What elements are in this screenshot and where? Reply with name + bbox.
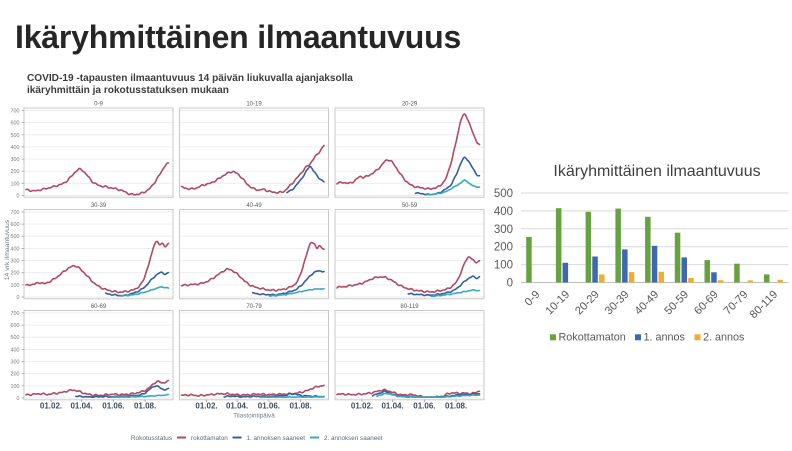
svg-text:30-39: 30-39 xyxy=(603,289,632,318)
svg-text:0-9: 0-9 xyxy=(94,102,103,108)
svg-text:80-119: 80-119 xyxy=(748,289,781,322)
svg-text:10-19: 10-19 xyxy=(246,102,262,108)
svg-text:200: 200 xyxy=(11,271,20,277)
svg-text:0: 0 xyxy=(17,194,20,200)
svg-text:300: 300 xyxy=(11,360,20,366)
svg-text:300: 300 xyxy=(11,157,20,163)
svg-text:Ikäryhmittäinen ilmaantuvuus: Ikäryhmittäinen ilmaantuvuus xyxy=(553,163,760,180)
svg-text:Tilastointipäivä: Tilastointipäivä xyxy=(233,413,275,420)
svg-text:500: 500 xyxy=(11,133,20,139)
svg-text:500: 500 xyxy=(11,335,20,341)
svg-text:40-49: 40-49 xyxy=(246,203,262,209)
svg-text:70-79: 70-79 xyxy=(722,289,751,318)
svg-text:01.04.: 01.04. xyxy=(226,402,248,411)
svg-text:200: 200 xyxy=(11,372,20,378)
svg-text:30-39: 30-39 xyxy=(91,203,107,209)
svg-text:0-9: 0-9 xyxy=(523,289,543,309)
svg-text:rokottamaton: rokottamaton xyxy=(191,435,228,442)
svg-text:200: 200 xyxy=(11,169,20,175)
svg-text:100: 100 xyxy=(11,181,20,187)
svg-text:1. annoksen saaneet: 1. annoksen saaneet xyxy=(247,435,306,442)
svg-text:100: 100 xyxy=(11,384,20,390)
svg-text:300: 300 xyxy=(494,224,513,236)
svg-text:200: 200 xyxy=(494,242,513,254)
svg-text:01.06.: 01.06. xyxy=(258,402,280,411)
svg-text:400: 400 xyxy=(11,246,20,252)
svg-text:40-49: 40-49 xyxy=(633,289,662,318)
svg-text:2. annos: 2. annos xyxy=(703,332,745,344)
svg-text:600: 600 xyxy=(11,121,20,127)
svg-text:400: 400 xyxy=(11,145,20,151)
svg-text:600: 600 xyxy=(11,323,20,329)
svg-text:2. annoksen saaneet: 2. annoksen saaneet xyxy=(324,435,383,442)
svg-text:400: 400 xyxy=(11,347,20,353)
svg-text:01.02.: 01.02. xyxy=(195,402,217,411)
svg-text:01.02.: 01.02. xyxy=(40,402,62,411)
svg-text:01.04.: 01.04. xyxy=(70,402,92,411)
svg-text:01.02.: 01.02. xyxy=(351,402,373,411)
svg-text:10-19: 10-19 xyxy=(543,289,572,318)
svg-text:400: 400 xyxy=(494,206,513,218)
svg-text:600: 600 xyxy=(11,222,20,228)
svg-text:0: 0 xyxy=(507,278,513,290)
svg-text:100: 100 xyxy=(494,260,513,272)
svg-text:01.08.: 01.08. xyxy=(134,402,156,411)
svg-text:700: 700 xyxy=(11,210,20,216)
svg-text:700: 700 xyxy=(11,109,20,115)
svg-text:01.08.: 01.08. xyxy=(289,402,311,411)
svg-text:14 vrk ilmaantuvuus: 14 vrk ilmaantuvuus xyxy=(4,219,11,280)
svg-text:80-119: 80-119 xyxy=(400,304,419,310)
svg-text:70-79: 70-79 xyxy=(246,304,262,310)
svg-text:01.08.: 01.08. xyxy=(445,402,467,411)
svg-text:100: 100 xyxy=(11,283,20,289)
svg-text:60-69: 60-69 xyxy=(692,289,721,318)
svg-text:700: 700 xyxy=(11,311,20,317)
svg-text:300: 300 xyxy=(11,259,20,265)
svg-text:50-59: 50-59 xyxy=(402,203,418,209)
svg-text:Rokotusstatus: Rokotusstatus xyxy=(131,435,173,442)
svg-text:Rokottamaton: Rokottamaton xyxy=(559,332,626,344)
svg-text:20-29: 20-29 xyxy=(402,102,418,108)
svg-text:500: 500 xyxy=(11,234,20,240)
svg-text:1. annos: 1. annos xyxy=(644,332,686,344)
svg-text:20-29: 20-29 xyxy=(573,289,602,318)
svg-text:01.06.: 01.06. xyxy=(102,402,124,411)
svg-text:50-59: 50-59 xyxy=(662,289,691,318)
svg-text:60-69: 60-69 xyxy=(91,304,107,310)
svg-text:01.04.: 01.04. xyxy=(381,402,403,411)
svg-text:01.06.: 01.06. xyxy=(413,402,435,411)
svg-text:0: 0 xyxy=(17,295,20,301)
svg-text:500: 500 xyxy=(494,188,513,200)
svg-text:0: 0 xyxy=(17,396,20,402)
